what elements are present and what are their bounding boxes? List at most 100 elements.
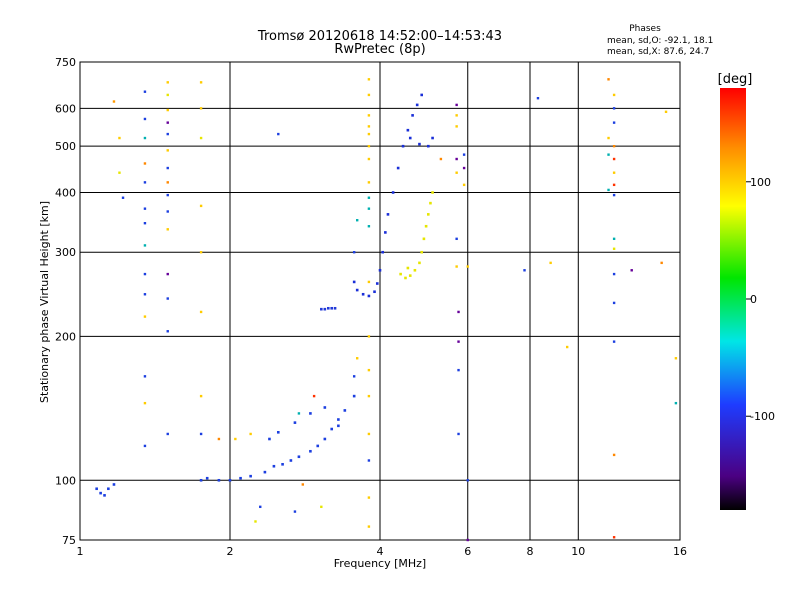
trace-point xyxy=(272,464,276,468)
echo-point xyxy=(367,93,371,97)
y-tick-label: 500 xyxy=(55,140,76,153)
trace-point xyxy=(316,444,320,448)
echo-point xyxy=(234,437,237,441)
chart-title: Tromsø 20120618 14:52:00–14:53:43 xyxy=(257,29,502,44)
trace-point xyxy=(330,427,334,431)
echo-point xyxy=(612,121,616,124)
y-tick-label: 750 xyxy=(55,56,76,69)
y-tick-label: 75 xyxy=(62,534,76,547)
echo-point xyxy=(674,401,678,405)
echo-point xyxy=(143,272,147,276)
trace-point xyxy=(263,470,267,474)
echo-point xyxy=(367,196,371,199)
echo-point xyxy=(367,114,371,117)
echo-point xyxy=(121,196,125,199)
x-tick-label: 6 xyxy=(464,545,471,558)
echo-point xyxy=(367,225,371,228)
trace-point xyxy=(420,250,423,254)
echo-point xyxy=(367,157,371,161)
echo-point xyxy=(455,125,458,128)
trace-point xyxy=(404,276,407,280)
echo-point xyxy=(199,81,203,84)
echo-point xyxy=(439,157,443,161)
echo-point xyxy=(367,181,371,184)
echo-point xyxy=(674,357,678,360)
echo-point xyxy=(166,121,169,124)
echo-point xyxy=(143,401,147,405)
trace-point xyxy=(103,494,106,497)
trace-point xyxy=(281,463,284,466)
trace-point xyxy=(406,128,410,132)
colorbar-tick-label: -100 xyxy=(750,410,775,423)
echo-point xyxy=(166,108,169,112)
stats-line-x: mean, sd,X: 87.6, 24.7 xyxy=(607,47,709,57)
trace-point xyxy=(426,213,430,216)
echo-point xyxy=(607,153,610,156)
echo-point xyxy=(118,136,121,140)
echo-point xyxy=(612,193,616,197)
colorbar: 100 0 -100 xyxy=(720,88,775,510)
trace-point xyxy=(95,487,98,491)
x-axis-label: Frequency [MHz] xyxy=(334,557,426,570)
colorbar-label: [deg] xyxy=(718,72,753,87)
trace-point xyxy=(406,266,410,270)
echo-point xyxy=(457,340,460,343)
echo-point xyxy=(143,117,147,121)
x-tick-label: 8 xyxy=(527,545,534,558)
echo-point xyxy=(462,183,466,187)
colorbar-tick-label: 0 xyxy=(750,293,757,306)
echo-point xyxy=(199,204,203,208)
echo-point xyxy=(143,244,147,247)
plot-area: 1 2 4 6 8 10 16 75 100 200 300 400 500 600 750 xyxy=(55,56,687,558)
trace-point xyxy=(429,201,432,205)
trace-point xyxy=(411,114,414,117)
trace-point xyxy=(386,213,390,216)
echo-point xyxy=(612,301,616,305)
echo-point xyxy=(166,297,169,300)
echo-point xyxy=(199,107,203,110)
echo-point xyxy=(143,90,147,93)
x-tick-label: 2 xyxy=(227,545,234,558)
echo-point xyxy=(259,505,262,509)
echo-point xyxy=(277,132,280,136)
echo-point xyxy=(466,265,469,268)
stats-line-o: mean, sd,O: -92.1, 18.1 xyxy=(607,36,713,46)
trace-point xyxy=(337,424,340,428)
trace-point xyxy=(415,103,419,107)
trace-point xyxy=(413,268,417,272)
stats-heading: Phases xyxy=(629,24,661,34)
trace-point xyxy=(112,483,116,486)
trace-point xyxy=(391,191,395,194)
echo-point xyxy=(367,125,371,128)
trace-point xyxy=(401,144,405,148)
echo-point xyxy=(462,166,466,170)
trace-point xyxy=(323,406,327,409)
echo-point xyxy=(455,171,458,174)
trace-point xyxy=(199,478,203,482)
x-tick-label: 10 xyxy=(571,545,585,558)
y-tick-label: 200 xyxy=(55,330,76,343)
trace-point xyxy=(249,474,252,478)
x-tick-label: 4 xyxy=(377,545,384,558)
trace-point xyxy=(426,144,430,148)
echo-point xyxy=(166,432,169,436)
echo-point xyxy=(367,144,371,148)
trace-point xyxy=(239,476,242,480)
y-tick-label: 100 xyxy=(55,474,76,487)
echo-point xyxy=(297,412,301,415)
echo-point xyxy=(143,136,147,140)
trace-point xyxy=(408,274,412,277)
echo-point xyxy=(630,269,633,272)
trace-point xyxy=(418,142,421,146)
echo-point xyxy=(166,149,169,152)
trace-point xyxy=(330,306,334,310)
echo-point xyxy=(612,453,616,457)
echo-point xyxy=(607,78,610,81)
echo-point xyxy=(143,315,147,318)
y-tick-label: 300 xyxy=(55,246,76,259)
echo-point xyxy=(112,100,116,103)
echo-point xyxy=(199,432,203,436)
echo-point xyxy=(523,269,526,272)
trace-point xyxy=(420,93,423,97)
echo-point xyxy=(249,432,252,436)
